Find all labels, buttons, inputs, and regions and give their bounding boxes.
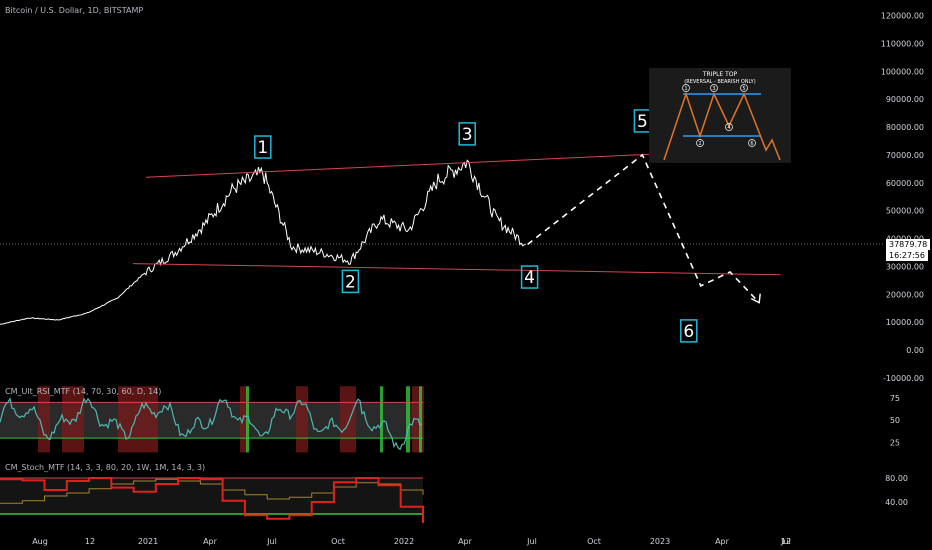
time-axis-tick: Apr — [203, 537, 218, 546]
inset-point-marker — [710, 84, 718, 92]
time-axis-tick: 2022 — [394, 537, 414, 546]
price-axis-tick: 0.00 — [906, 346, 924, 355]
inset-point-label: 6 — [750, 141, 753, 147]
axes: 120000.00110000.00100000.0090000.0080000… — [32, 12, 924, 546]
rsi-axis-tick: 25 — [890, 439, 900, 448]
wave-label-box — [680, 319, 698, 343]
stoch-axis-tick: 80.00 — [885, 474, 908, 483]
inset-pattern-line — [663, 91, 781, 161]
inset-point-marker — [740, 84, 748, 92]
rsi-overbought-zone — [296, 386, 308, 453]
time-axis-tick: Oct — [587, 537, 601, 546]
rsi-oversold-zone — [419, 386, 422, 453]
wave-label-6: 6 — [680, 319, 698, 343]
rsi-axis-tick: 50 — [890, 416, 900, 425]
inset-point-label: 5 — [742, 86, 745, 92]
last-price-tag: 37879.78 — [886, 239, 931, 250]
time-axis-tick: 2021 — [138, 537, 158, 546]
price-axis-tick: -10000.00 — [883, 374, 924, 383]
wave-label-text: 1 — [257, 138, 268, 158]
stoch-axis-tick: 40.00 — [885, 498, 908, 507]
rsi-overbought-zone — [340, 386, 356, 453]
projection-path — [527, 153, 760, 304]
price-axis-tick: 20000.00 — [886, 290, 924, 299]
inset-subtitle: (REVERSAL - BEARISH ONLY) — [684, 79, 755, 85]
inset-point-marker — [696, 139, 704, 147]
wave-label-1: 1 — [254, 135, 272, 159]
rsi-line — [0, 397, 423, 451]
support-trendline — [132, 263, 781, 276]
time-axis-tick: Apr — [458, 537, 473, 546]
rsi-oversold-zone — [246, 386, 249, 453]
time-axis-tick: 2023 — [650, 537, 670, 546]
time-axis-tick: Jul — [780, 537, 791, 546]
stoch-fast-line — [0, 477, 424, 523]
wave-label-box — [458, 122, 476, 146]
inset-point-label: 1 — [684, 86, 687, 92]
wave-label-box — [520, 265, 539, 289]
inset-point-marker — [682, 84, 690, 92]
price-axis-tick: 60000.00 — [886, 179, 924, 188]
inset-point-label: 2 — [698, 141, 701, 147]
price-axis-tick: 30000.00 — [886, 262, 924, 271]
inset-point-label: 3 — [712, 86, 715, 92]
price-axis-tick: 90000.00 — [886, 95, 924, 104]
price-axis-tick: 110000.00 — [881, 39, 924, 48]
stoch-pane[interactable] — [0, 477, 424, 523]
wave-label-3: 3 — [458, 122, 476, 146]
triple-top-inset: TRIPLE TOP(REVERSAL - BEARISH ONLY)1 2 3 4 5… — [649, 68, 791, 163]
rsi-pane[interactable] — [0, 386, 424, 453]
time-axis-tick: 12 — [781, 537, 791, 546]
price-series-line — [0, 159, 526, 325]
wave-label-text: 3 — [462, 125, 473, 145]
wave-label-text: 6 — [683, 322, 694, 342]
projection-arrowhead — [750, 293, 761, 304]
rsi-oversold-zone — [406, 386, 410, 453]
inset-point-marker — [748, 139, 756, 147]
rsi-oversold-zone — [380, 386, 383, 453]
time-axis-tick: Oct — [331, 537, 345, 546]
price-axis-tick: 70000.00 — [886, 151, 924, 160]
price-axis-tick: 10000.00 — [886, 318, 924, 327]
wave-label-box — [254, 135, 272, 159]
wave-label-5: 5 — [633, 109, 652, 133]
wave-label-2: 2 — [341, 269, 360, 294]
time-axis-tick: Aug — [32, 537, 48, 546]
rsi-overbought-zone — [118, 386, 158, 453]
wave-label-text: 4 — [524, 268, 535, 288]
time-axis-tick: Jul — [266, 537, 277, 546]
inset-title: TRIPLE TOP — [702, 71, 738, 78]
stoch-indicator-title[interactable]: CM_Stoch_MTF (14, 3, 3, 80, 20, 1W, 1M, … — [5, 463, 206, 472]
price-axis-tick: 80000.00 — [886, 123, 924, 132]
wave-label-4: 4 — [520, 265, 539, 289]
wave-label-text: 2 — [345, 272, 356, 292]
time-axis-tick: Jul — [526, 537, 537, 546]
rsi-axis-tick: 75 — [890, 394, 900, 403]
time-axis-tick: 12 — [85, 537, 95, 546]
time-axis-tick: Apr — [715, 537, 730, 546]
wave-label-box — [341, 269, 360, 294]
price-axis-tick: 50000.00 — [886, 207, 924, 216]
inset-point-label: 4 — [727, 125, 730, 131]
price-axis-tick: 120000.00 — [881, 12, 924, 21]
price-axis-tick: 100000.00 — [881, 67, 924, 76]
rsi-indicator-title[interactable]: CM_Ult_RSI_MTF (14, 70, 30, 60, D, 14) — [5, 387, 162, 396]
inset-point-marker — [725, 123, 733, 131]
wave-label-text: 5 — [637, 112, 648, 132]
symbol-title[interactable]: Bitcoin / U.S. Dollar, 1D, BITSTAMP — [5, 6, 144, 15]
bar-countdown-tag: 16:27:56 — [886, 250, 928, 261]
